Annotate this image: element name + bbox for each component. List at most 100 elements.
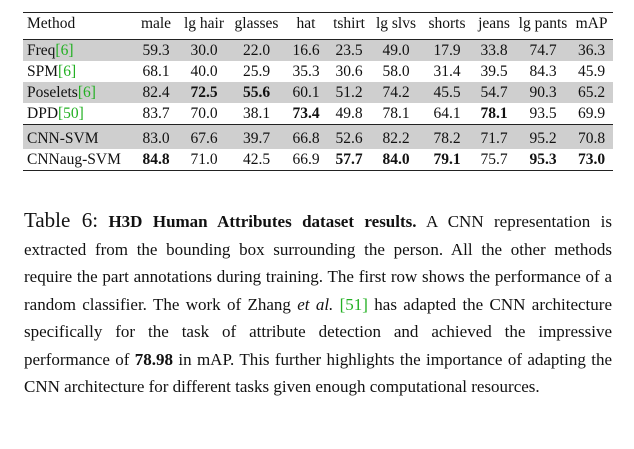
caption-etal: et al. bbox=[297, 294, 334, 314]
method-name: Freq bbox=[27, 42, 56, 59]
score-value: 59.3 bbox=[142, 42, 170, 59]
column-header: mAP bbox=[570, 12, 613, 40]
score-value: 39.5 bbox=[480, 63, 508, 80]
best-score-value: 72.5 bbox=[190, 84, 218, 101]
score-value: 58.0 bbox=[382, 63, 410, 80]
score-cell: 42.5 bbox=[229, 149, 284, 171]
score-cell: 25.9 bbox=[229, 61, 284, 82]
column-header: jeans bbox=[472, 12, 516, 40]
score-cell: 67.6 bbox=[179, 124, 229, 149]
score-cell: 39.5 bbox=[472, 61, 516, 82]
score-value: 70.8 bbox=[577, 130, 606, 147]
table-header-row: Method male lg hair glasses hat tshirt l… bbox=[23, 12, 613, 40]
column-header: hat bbox=[284, 12, 328, 40]
score-cell: 58.0 bbox=[370, 61, 422, 82]
score-value: 78.1 bbox=[382, 105, 410, 122]
method-name-cell: CNNaug-SVM bbox=[23, 149, 133, 171]
score-cell: 49.8 bbox=[328, 103, 370, 125]
score-cell: 66.8 bbox=[284, 124, 328, 149]
caption-text: in mAP. This further highlights the impo… bbox=[24, 349, 612, 397]
results-table-container: Method male lg hair glasses hat tshirt l… bbox=[23, 12, 613, 171]
score-value: 68.1 bbox=[142, 63, 170, 80]
method-name-cell: Freq[6] bbox=[23, 39, 133, 61]
score-value: 30.0 bbox=[190, 42, 218, 59]
score-cell: 90.3 bbox=[516, 82, 570, 103]
score-value: 78.2 bbox=[433, 130, 461, 147]
score-value: 17.9 bbox=[433, 42, 461, 59]
score-value: 49.0 bbox=[382, 42, 410, 59]
score-cell: 57.7 bbox=[328, 149, 370, 171]
score-cell: 72.5 bbox=[179, 82, 229, 103]
table-row: DPD[50] 83.7 70.0 38.1 73.4 49.8 78.1 64.1 78.1 9… bbox=[23, 103, 613, 125]
best-score-value: 84.0 bbox=[382, 151, 410, 168]
column-header: lg slvs bbox=[370, 12, 422, 40]
score-value: 42.5 bbox=[242, 151, 271, 168]
score-value: 39.7 bbox=[242, 130, 271, 147]
best-score-value: 57.7 bbox=[335, 151, 363, 168]
score-value: 45.5 bbox=[433, 84, 461, 101]
score-cell: 78.2 bbox=[422, 124, 472, 149]
score-cell: 70.0 bbox=[179, 103, 229, 125]
score-cell: 84.8 bbox=[133, 149, 179, 171]
score-value: 71.7 bbox=[480, 130, 508, 147]
method-name: CNN-SVM bbox=[27, 130, 99, 147]
caption-title: H3D Human Attributes dataset results. bbox=[108, 212, 417, 231]
score-cell: 52.6 bbox=[328, 124, 370, 149]
score-value: 74.7 bbox=[529, 42, 557, 59]
score-value: 69.9 bbox=[577, 105, 606, 122]
citation-link[interactable]: [6] bbox=[77, 84, 96, 101]
score-cell: 78.1 bbox=[370, 103, 422, 125]
score-value: 54.7 bbox=[480, 84, 508, 101]
score-cell: 40.0 bbox=[179, 61, 229, 82]
score-cell: 66.9 bbox=[284, 149, 328, 171]
results-table: Method male lg hair glasses hat tshirt l… bbox=[23, 12, 613, 171]
score-value: 70.0 bbox=[190, 105, 218, 122]
column-header: lg hair bbox=[179, 12, 229, 40]
score-cell: 74.2 bbox=[370, 82, 422, 103]
score-cell: 16.6 bbox=[284, 39, 328, 61]
score-cell: 23.5 bbox=[328, 39, 370, 61]
method-name-cell: DPD[50] bbox=[23, 103, 133, 125]
score-cell: 69.9 bbox=[570, 103, 613, 125]
score-cell: 74.7 bbox=[516, 39, 570, 61]
method-name: CNNaug-SVM bbox=[27, 151, 121, 168]
score-cell: 79.1 bbox=[422, 149, 472, 171]
score-cell: 84.3 bbox=[516, 61, 570, 82]
score-value: 33.8 bbox=[480, 42, 508, 59]
score-cell: 36.3 bbox=[570, 39, 613, 61]
score-value: 93.5 bbox=[529, 105, 557, 122]
best-score-value: 79.1 bbox=[433, 151, 461, 168]
score-cell: 83.0 bbox=[133, 124, 179, 149]
citation-link[interactable]: [50] bbox=[58, 105, 84, 122]
table-caption: Table 6: H3D Human Attributes dataset re… bbox=[24, 207, 612, 401]
citation-link[interactable]: [51] bbox=[339, 294, 368, 314]
score-value: 45.9 bbox=[577, 63, 606, 80]
score-cell: 73.4 bbox=[284, 103, 328, 125]
score-value: 90.3 bbox=[529, 84, 557, 101]
score-value: 64.1 bbox=[433, 105, 461, 122]
score-value: 23.5 bbox=[335, 42, 363, 59]
table-row: Freq[6] 59.3 30.0 22.0 16.6 23.5 49.0 17.9 33.8 7… bbox=[23, 39, 613, 61]
method-name-cell: SPM[6] bbox=[23, 61, 133, 82]
score-cell: 51.2 bbox=[328, 82, 370, 103]
column-header: glasses bbox=[229, 12, 284, 40]
score-cell: 73.0 bbox=[570, 149, 613, 171]
score-cell: 22.0 bbox=[229, 39, 284, 61]
citation-link[interactable]: [6] bbox=[55, 42, 74, 59]
score-value: 66.9 bbox=[292, 151, 320, 168]
score-value: 71.0 bbox=[190, 151, 218, 168]
column-header: male bbox=[133, 12, 179, 40]
score-value: 75.7 bbox=[480, 151, 508, 168]
table-row: Poselets[6] 82.4 72.5 55.6 60.1 51.2 74.2 45.5 5… bbox=[23, 82, 613, 103]
score-cell: 64.1 bbox=[422, 103, 472, 125]
score-cell: 75.7 bbox=[472, 149, 516, 171]
score-cell: 59.3 bbox=[133, 39, 179, 61]
score-cell: 31.4 bbox=[422, 61, 472, 82]
method-name-cell: CNN-SVM bbox=[23, 124, 133, 149]
citation-link[interactable]: [6] bbox=[58, 63, 77, 80]
score-cell: 35.3 bbox=[284, 61, 328, 82]
table-row: CNN-SVM 83.0 67.6 39.7 66.8 52.6 82.2 78.2 71.7 9… bbox=[23, 124, 613, 149]
score-cell: 82.2 bbox=[370, 124, 422, 149]
method-name: DPD bbox=[27, 105, 59, 122]
table-body: Freq[6] 59.3 30.0 22.0 16.6 23.5 49.0 17.9 33.8 7… bbox=[23, 39, 613, 171]
